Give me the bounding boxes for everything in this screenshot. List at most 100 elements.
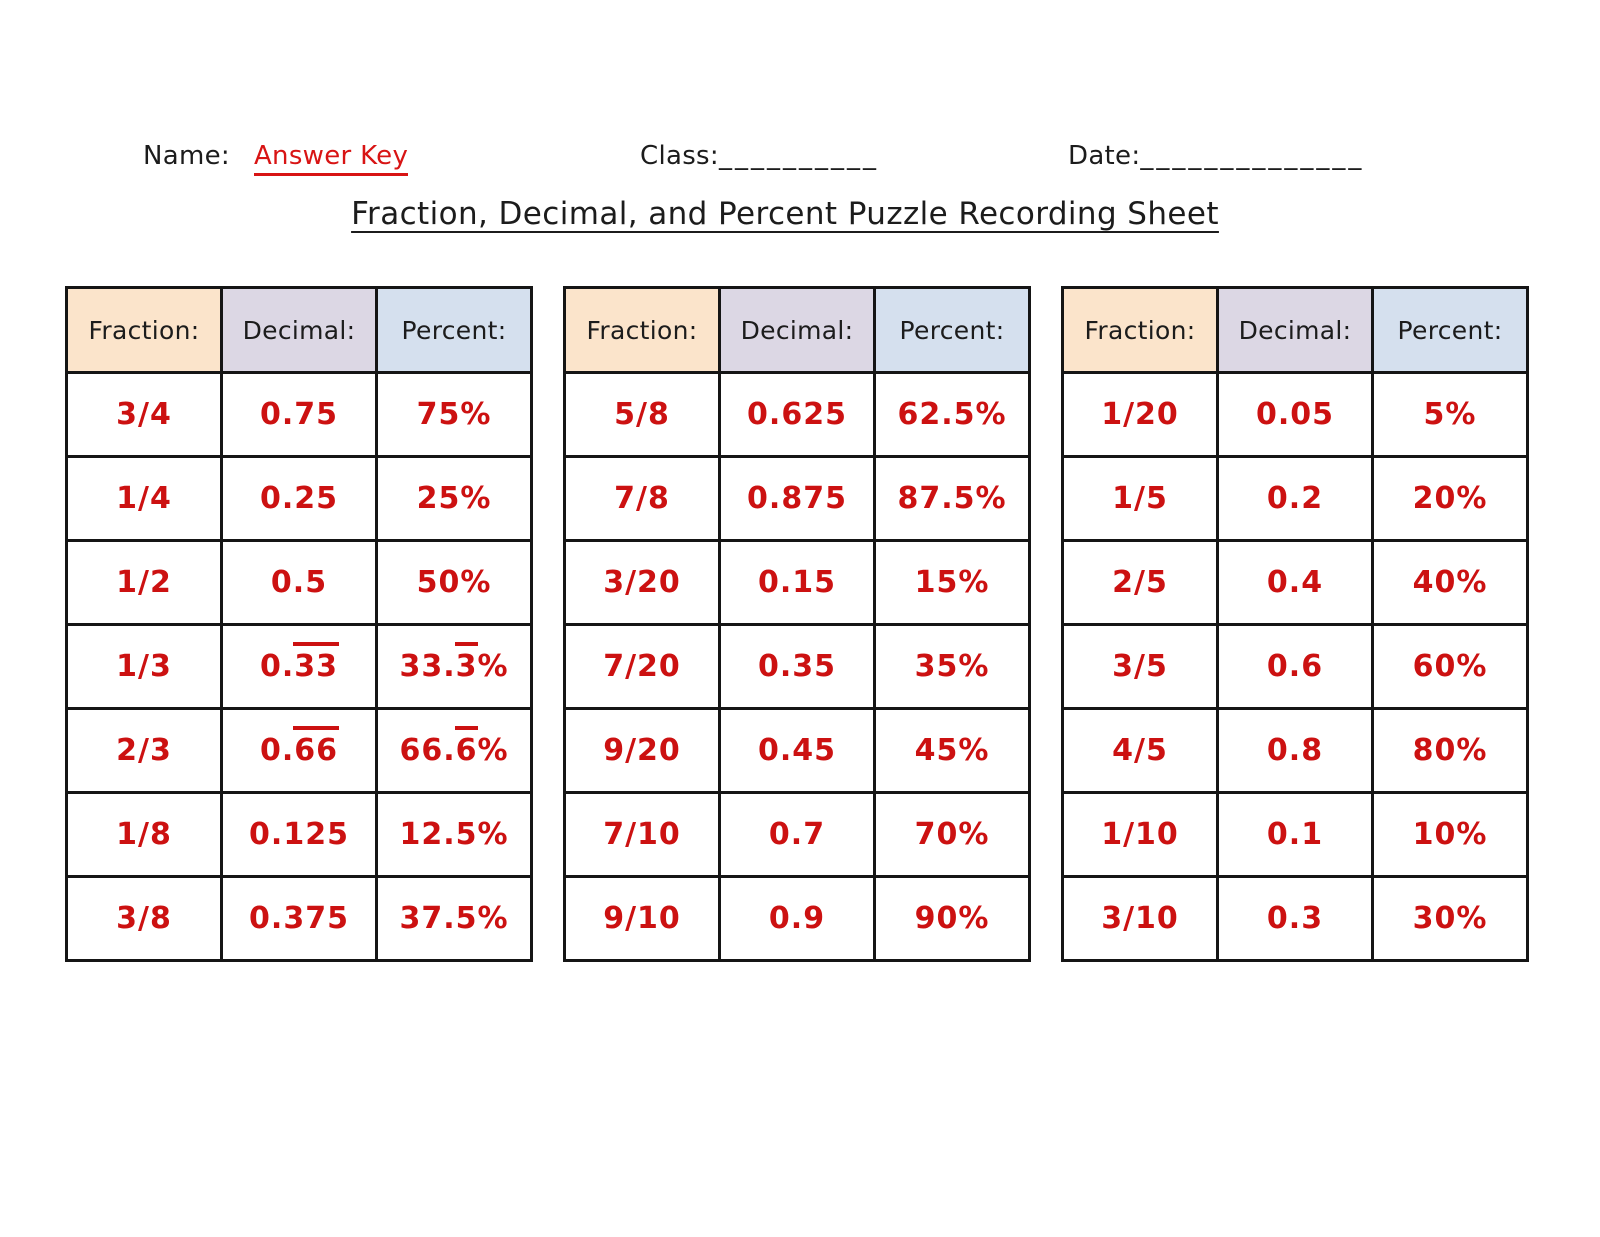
fraction-cell: 1/2 [65, 539, 223, 626]
date-label: Date: [1068, 141, 1141, 171]
header-row: Fraction: Decimal: Percent: [65, 286, 533, 374]
class-row: Class:__________ [640, 141, 879, 171]
conversion-table-2: Fraction: Decimal: Percent: 5/8 0.625 62.5% 7/… [563, 286, 1031, 962]
table-row: 9/20 0.45 45% [563, 707, 1031, 794]
percent-cell: 25% [375, 455, 533, 542]
table-row: 1/2 0.5 50% [65, 539, 533, 626]
column-header-decimal: Decimal: [718, 286, 876, 374]
percent-cell: 60% [1371, 623, 1529, 710]
column-header-fraction: Fraction: [1061, 286, 1219, 374]
table-row: 7/20 0.35 35% [563, 623, 1031, 710]
column-header-decimal: Decimal: [1216, 286, 1374, 374]
percent-cell: 10% [1371, 791, 1529, 878]
table-row: 2/5 0.4 40% [1061, 539, 1529, 626]
column-header-percent: Percent: [873, 286, 1031, 374]
conversion-table-3: Fraction: Decimal: Percent: 1/20 0.05 5% 1/5 0.… [1061, 286, 1529, 962]
percent-cell: 87.5% [873, 455, 1031, 542]
header-row: Fraction: Decimal: Percent: [1061, 286, 1529, 374]
percent-cell: 45% [873, 707, 1031, 794]
table-row: 7/8 0.875 87.5% [563, 455, 1031, 542]
percent-cell: 75% [375, 371, 533, 458]
repeating-decimal-overline: 66 [293, 726, 339, 768]
name-value: Answer Key [253, 141, 409, 176]
decimal-cell: 0.8 [1216, 707, 1374, 794]
percent-cell: 20% [1371, 455, 1529, 542]
percent-cell: 5% [1371, 371, 1529, 458]
fraction-cell: 4/5 [1061, 707, 1219, 794]
decimal-cell: 0.25 [220, 455, 378, 542]
table-row: 7/10 0.7 70% [563, 791, 1031, 878]
fraction-cell: 1/20 [1061, 371, 1219, 458]
fraction-cell: 1/10 [1061, 791, 1219, 878]
percent-cell: 66.6% [375, 707, 533, 794]
decimal-cell: 0.6 [1216, 623, 1374, 710]
decimal-cell: 0.875 [718, 455, 876, 542]
column-header-percent: Percent: [1371, 286, 1529, 374]
fraction-cell: 1/4 [65, 455, 223, 542]
column-header-fraction: Fraction: [563, 286, 721, 374]
table-row: 1/10 0.1 10% [1061, 791, 1529, 878]
fraction-cell: 2/5 [1061, 539, 1219, 626]
decimal-cell: 0.7 [718, 791, 876, 878]
name-label: Name: [143, 141, 230, 171]
table-row: 3/4 0.75 75% [65, 371, 533, 458]
percent-cell: 40% [1371, 539, 1529, 626]
decimal-cell: 0.625 [718, 371, 876, 458]
repeating-decimal-overline: 3 [454, 642, 479, 684]
decimal-cell: 0.66 [220, 707, 378, 794]
header-row: Fraction: Decimal: Percent: [563, 286, 1031, 374]
decimal-cell: 0.3 [1216, 875, 1374, 962]
date-row: Date:______________ [1068, 141, 1364, 171]
table-row: 1/4 0.25 25% [65, 455, 533, 542]
fraction-cell: 1/5 [1061, 455, 1219, 542]
fraction-cell: 7/8 [563, 455, 721, 542]
fraction-cell: 5/8 [563, 371, 721, 458]
column-header-percent: Percent: [375, 286, 533, 374]
percent-cell: 37.5% [375, 875, 533, 962]
fraction-cell: 3/10 [1061, 875, 1219, 962]
decimal-cell: 0.05 [1216, 371, 1374, 458]
fraction-cell: 1/3 [65, 623, 223, 710]
fraction-cell: 2/3 [65, 707, 223, 794]
table-row: 1/5 0.2 20% [1061, 455, 1529, 542]
decimal-cell: 0.375 [220, 875, 378, 962]
table-row: 5/8 0.625 62.5% [563, 371, 1031, 458]
decimal-cell: 0.33 [220, 623, 378, 710]
decimal-cell: 0.125 [220, 791, 378, 878]
percent-cell: 12.5% [375, 791, 533, 878]
table-row: 1/8 0.125 12.5% [65, 791, 533, 878]
percent-cell: 15% [873, 539, 1031, 626]
percent-cell: 70% [873, 791, 1031, 878]
percent-cell: 80% [1371, 707, 1529, 794]
class-label: Class: [640, 141, 719, 171]
fraction-cell: 3/4 [65, 371, 223, 458]
table-row: 4/5 0.8 80% [1061, 707, 1529, 794]
percent-cell: 30% [1371, 875, 1529, 962]
page-title: Fraction, Decimal, and Percent Puzzle Re… [351, 196, 1219, 232]
percent-cell: 35% [873, 623, 1031, 710]
class-blank-line: __________ [718, 141, 879, 171]
decimal-cell: 0.2 [1216, 455, 1374, 542]
repeating-decimal-overline: 33 [293, 642, 339, 684]
repeating-decimal-overline: 6 [454, 726, 479, 768]
column-header-decimal: Decimal: [220, 286, 378, 374]
decimal-cell: 0.9 [718, 875, 876, 962]
table-row: 2/3 0.66 66.6% [65, 707, 533, 794]
tables-container: Fraction: Decimal: Percent: 3/4 0.75 75% 1/4 0.… [65, 286, 1529, 962]
percent-cell: 33.3% [375, 623, 533, 710]
decimal-cell: 0.4 [1216, 539, 1374, 626]
fraction-cell: 7/10 [563, 791, 721, 878]
decimal-cell: 0.35 [718, 623, 876, 710]
fraction-cell: 3/5 [1061, 623, 1219, 710]
table-row: 1/20 0.05 5% [1061, 371, 1529, 458]
table-row: 3/20 0.15 15% [563, 539, 1031, 626]
table-row: 9/10 0.9 90% [563, 875, 1031, 962]
table-row: 1/3 0.33 33.3% [65, 623, 533, 710]
fraction-cell: 1/8 [65, 791, 223, 878]
fraction-cell: 9/10 [563, 875, 721, 962]
decimal-cell: 0.75 [220, 371, 378, 458]
decimal-cell: 0.5 [220, 539, 378, 626]
fraction-cell: 9/20 [563, 707, 721, 794]
decimal-cell: 0.45 [718, 707, 876, 794]
